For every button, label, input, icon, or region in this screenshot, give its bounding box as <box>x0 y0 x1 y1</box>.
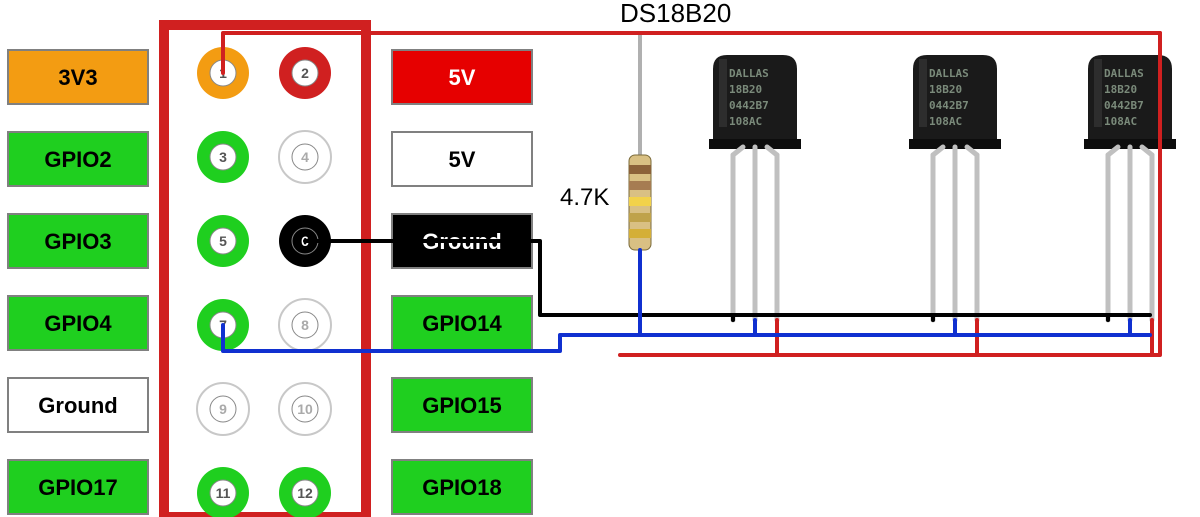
pin-label-text: 5V <box>449 147 476 172</box>
svg-text:4: 4 <box>301 149 309 165</box>
diagram-title: DS18B20 <box>620 0 731 28</box>
pin-label-text: GPIO14 <box>422 311 502 336</box>
pin-label-text: GPIO4 <box>44 311 112 336</box>
wiring-diagram: 3V3GPIO2GPIO3GPIO4GroundGPIO175V5VGround… <box>0 0 1200 517</box>
svg-text:DALLAS: DALLAS <box>929 67 969 80</box>
header-pin-11: 11 <box>197 467 249 517</box>
svg-text:3: 3 <box>219 149 227 165</box>
pin-label-left-4: Ground <box>8 378 148 432</box>
svg-text:0442B7: 0442B7 <box>1104 99 1144 112</box>
svg-text:108AC: 108AC <box>929 115 962 128</box>
ds18b20-sensor-0: DALLAS 18B20 0442B7 108AC <box>709 55 801 320</box>
pin-label-text: Ground <box>38 393 117 418</box>
pin-label-right-0: 5V <box>392 50 532 104</box>
pin-label-text: 3V3 <box>58 65 97 90</box>
pin-label-right-4: GPIO15 <box>392 378 532 432</box>
pin-label-text: GPIO2 <box>44 147 111 172</box>
pin-label-text: GPIO17 <box>38 475 117 500</box>
svg-text:108AC: 108AC <box>729 115 762 128</box>
header-pin-3: 3 <box>197 131 249 183</box>
resistor-label: 4.7K <box>560 184 609 211</box>
pin-label-text: GPIO15 <box>422 393 501 418</box>
pin-label-left-1: GPIO2 <box>8 132 148 186</box>
svg-text:5: 5 <box>219 233 227 249</box>
pin-label-left-0: 3V3 <box>8 50 148 104</box>
pin-label-text: GPIO3 <box>44 229 111 254</box>
svg-text:10: 10 <box>297 401 313 417</box>
wire-vcc-rail-bottom <box>620 33 1160 355</box>
svg-text:18B20: 18B20 <box>929 83 962 96</box>
svg-text:108AC: 108AC <box>1104 115 1137 128</box>
svg-text:9: 9 <box>219 401 227 417</box>
svg-text:12: 12 <box>297 485 313 501</box>
svg-text:18B20: 18B20 <box>729 83 762 96</box>
pin-label-right-3: GPIO14 <box>392 296 532 350</box>
header-pin-5: 5 <box>197 215 249 267</box>
svg-text:0442B7: 0442B7 <box>929 99 969 112</box>
ds18b20-sensor-2: DALLAS 18B20 0442B7 108AC <box>1084 55 1176 320</box>
pin-label-text: 5V <box>449 65 476 90</box>
pin-label-left-2: GPIO3 <box>8 214 148 268</box>
pin-label-left-3: GPIO4 <box>8 296 148 350</box>
header-pin-9: 9 <box>197 383 249 435</box>
svg-text:11: 11 <box>216 485 231 501</box>
svg-text:18B20: 18B20 <box>1104 83 1137 96</box>
svg-text:8: 8 <box>301 317 309 333</box>
header-pin-10: 10 <box>279 383 331 435</box>
header-outline <box>164 25 366 517</box>
pin-label-left-5: GPIO17 <box>8 460 148 514</box>
header-pin-2: 2 <box>279 47 331 99</box>
pin-label-text: GPIO18 <box>422 475 501 500</box>
svg-text:DALLAS: DALLAS <box>729 67 769 80</box>
svg-text:0442B7: 0442B7 <box>729 99 769 112</box>
svg-text:2: 2 <box>301 65 309 81</box>
pin-label-right-5: GPIO18 <box>392 460 532 514</box>
header-pin-8: 8 <box>279 299 331 351</box>
pin-label-right-1: 5V <box>392 132 532 186</box>
header-pin-12: 12 <box>279 467 331 517</box>
ds18b20-sensor-1: DALLAS 18B20 0442B7 108AC <box>909 55 1001 320</box>
resistor-body <box>629 155 651 250</box>
svg-text:DALLAS: DALLAS <box>1104 67 1144 80</box>
header-pin-4: 4 <box>279 131 331 183</box>
